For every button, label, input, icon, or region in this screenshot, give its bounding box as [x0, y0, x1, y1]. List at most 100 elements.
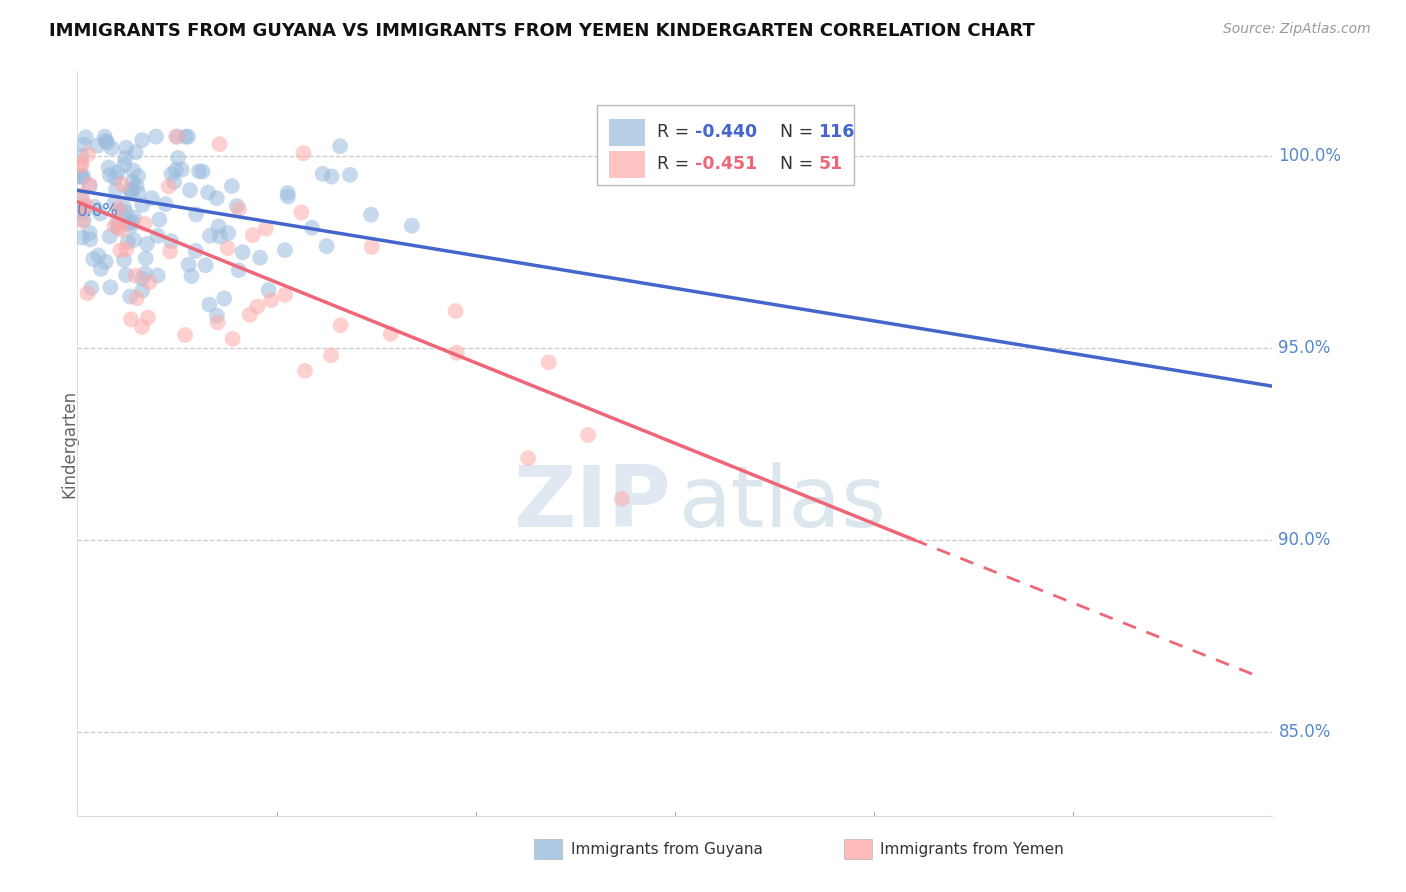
Point [125, 178, 148, 193]
Point [72, 200, 94, 214]
Point [82, 252, 104, 266]
Point [108, 204, 131, 219]
Point [77, 178, 100, 192]
Point [401, 219, 423, 233]
Point [108, 217, 131, 231]
Point [232, 245, 254, 260]
Point [315, 239, 337, 253]
Point [165, 163, 187, 178]
Point [177, 129, 200, 144]
Point [72, 169, 94, 184]
Point [339, 168, 361, 182]
Point [311, 167, 333, 181]
Text: ZIP: ZIP [513, 462, 671, 545]
Point [163, 175, 186, 189]
Point [321, 169, 343, 184]
Point [254, 221, 277, 235]
Text: R =: R = [657, 123, 695, 142]
Point [124, 268, 146, 283]
Point [75, 130, 97, 145]
Point [198, 297, 221, 311]
Point [96, 136, 118, 150]
Text: atlas: atlas [679, 462, 886, 545]
Text: N =: N = [780, 155, 818, 173]
Point [72, 137, 94, 152]
Point [70, 230, 93, 244]
Point [89, 206, 111, 220]
Point [145, 129, 167, 144]
Point [103, 219, 125, 234]
Point [103, 196, 125, 211]
Point [294, 364, 316, 378]
Point [127, 169, 149, 183]
Point [134, 267, 156, 281]
Point [107, 165, 129, 179]
Point [136, 237, 159, 252]
Point [120, 186, 142, 201]
Point [115, 141, 138, 155]
Point [112, 201, 135, 215]
Point [228, 263, 250, 277]
Point [301, 220, 323, 235]
Point [135, 252, 157, 266]
Point [94, 254, 117, 268]
Point [277, 189, 299, 203]
Point [105, 216, 128, 230]
Point [131, 320, 153, 334]
Point [107, 201, 129, 215]
Point [207, 316, 229, 330]
FancyBboxPatch shape [609, 151, 645, 178]
Text: R =: R = [657, 155, 695, 173]
Point [110, 244, 132, 258]
Point [141, 191, 163, 205]
Point [225, 199, 247, 213]
Point [177, 258, 200, 272]
Point [115, 242, 138, 256]
Point [110, 223, 132, 237]
Point [537, 355, 560, 369]
Text: Immigrants from Yemen: Immigrants from Yemen [880, 842, 1064, 856]
Point [260, 293, 283, 307]
Point [159, 244, 181, 259]
Point [160, 234, 183, 248]
Point [174, 328, 197, 343]
Point [217, 226, 239, 240]
Point [360, 208, 382, 222]
Point [146, 268, 169, 283]
Point [217, 241, 239, 255]
Point [610, 491, 633, 506]
Point [131, 271, 153, 285]
Point [77, 147, 100, 161]
Point [319, 348, 342, 362]
Text: 90.0%: 90.0% [1278, 531, 1331, 549]
Point [179, 183, 201, 197]
FancyBboxPatch shape [598, 105, 855, 186]
Point [122, 163, 145, 178]
Point [127, 186, 149, 200]
Point [122, 233, 145, 247]
Point [120, 289, 142, 303]
Point [208, 137, 231, 152]
Point [208, 229, 231, 244]
Point [79, 178, 101, 193]
Point [138, 275, 160, 289]
Point [90, 262, 112, 277]
Point [444, 304, 467, 318]
Point [360, 240, 382, 254]
Point [148, 212, 170, 227]
Point [72, 193, 94, 207]
Point [70, 169, 93, 183]
Point [94, 134, 117, 148]
Point [292, 146, 315, 161]
Point [197, 186, 219, 200]
Point [157, 179, 180, 194]
Point [184, 244, 207, 258]
Point [121, 214, 143, 228]
Point [79, 232, 101, 246]
Point [329, 139, 352, 153]
Point [121, 183, 143, 197]
Point [131, 284, 153, 298]
Text: 51: 51 [818, 155, 842, 173]
Text: -0.451: -0.451 [695, 155, 758, 173]
Point [97, 161, 120, 175]
